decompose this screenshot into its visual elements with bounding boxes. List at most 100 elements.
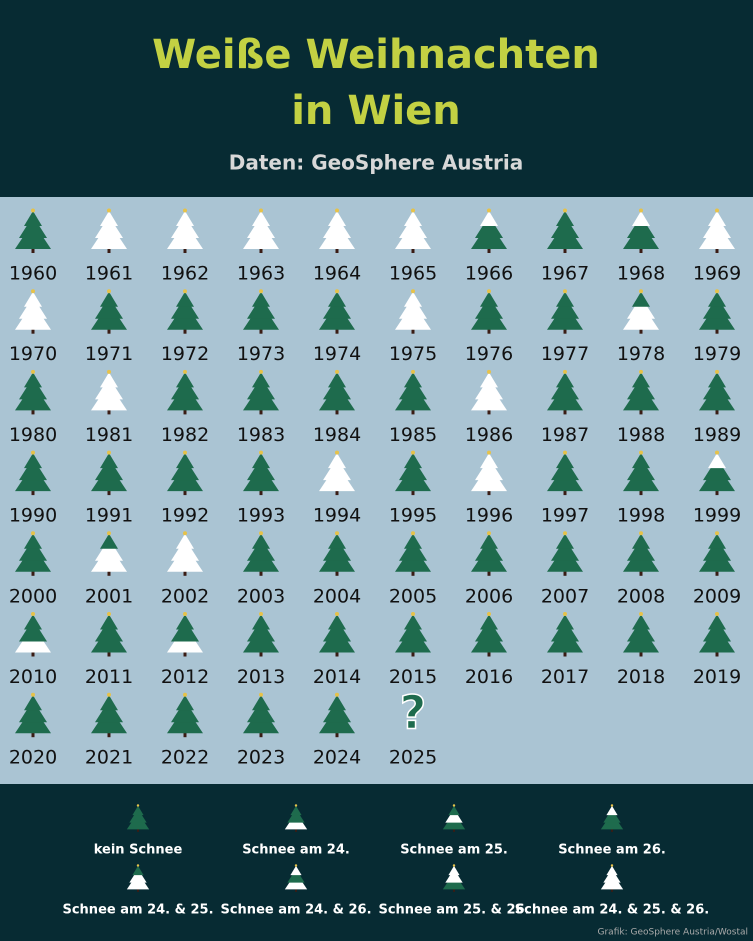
year-label: 2017 xyxy=(541,666,589,688)
tree xyxy=(319,450,355,496)
year-label: 1980 xyxy=(9,424,57,446)
tree-tier xyxy=(100,453,118,469)
year-label: 1995 xyxy=(389,505,437,527)
tree-tier xyxy=(95,458,123,481)
year-label: 2002 xyxy=(161,585,209,607)
trunk xyxy=(715,248,719,253)
trunk xyxy=(715,651,719,657)
tree-tier xyxy=(176,453,194,469)
tree-tier xyxy=(475,296,503,319)
question-mark: ? xyxy=(400,686,427,740)
tree-tier xyxy=(627,458,655,481)
tree xyxy=(167,208,203,253)
year-label: 2010 xyxy=(9,666,57,688)
year-label: 1964 xyxy=(313,263,361,285)
trunk xyxy=(639,490,643,496)
tree xyxy=(395,612,431,657)
tree-tier xyxy=(24,453,42,469)
star xyxy=(610,864,614,867)
tree xyxy=(319,612,355,657)
tree-tier xyxy=(19,458,47,481)
trunk xyxy=(563,570,567,576)
year-label: 2008 xyxy=(617,585,665,607)
trunk xyxy=(639,409,643,415)
tree xyxy=(91,369,127,415)
star xyxy=(639,369,643,374)
tree xyxy=(284,864,308,892)
tree xyxy=(167,450,203,496)
tree-tier xyxy=(404,614,422,630)
year-label: 1988 xyxy=(617,424,665,446)
tree-tier xyxy=(95,216,123,238)
star xyxy=(335,450,339,455)
year-label: 2018 xyxy=(617,666,665,688)
star xyxy=(31,289,35,294)
tree xyxy=(471,369,507,415)
tree-tier xyxy=(480,291,498,307)
tree-tier xyxy=(708,614,726,630)
tree-tier xyxy=(247,619,275,642)
year-label: 2023 xyxy=(237,747,285,769)
year-label: 1987 xyxy=(541,424,589,446)
tree-tier xyxy=(448,805,460,816)
star xyxy=(639,531,643,536)
tree xyxy=(699,450,735,496)
tree-tier xyxy=(323,377,351,400)
trunk xyxy=(107,651,111,657)
tree-tier xyxy=(703,538,731,561)
star xyxy=(715,450,719,455)
tree-tier xyxy=(323,296,351,319)
tree xyxy=(15,208,51,253)
star xyxy=(183,692,187,697)
tree xyxy=(319,692,355,738)
star xyxy=(259,531,263,536)
year-label: 1973 xyxy=(237,343,285,365)
tree xyxy=(547,208,583,253)
tree-tier xyxy=(247,296,275,319)
tree-tier xyxy=(404,453,422,469)
tree xyxy=(167,692,203,738)
trunk xyxy=(453,888,455,892)
tree xyxy=(243,531,279,576)
trunk xyxy=(453,828,455,832)
tree xyxy=(126,864,150,892)
tree xyxy=(623,612,659,657)
tree-tier xyxy=(171,216,199,238)
tree-tier xyxy=(323,619,351,642)
tree-tier xyxy=(328,533,346,549)
tree-tier xyxy=(399,619,427,642)
trunk xyxy=(31,328,35,334)
trunk xyxy=(563,651,567,657)
tree xyxy=(600,864,624,892)
year-label: 1991 xyxy=(85,505,133,527)
trunk xyxy=(183,248,187,253)
tree-tier xyxy=(703,458,731,481)
trunk xyxy=(335,651,339,657)
year-label: 1985 xyxy=(389,424,437,446)
tree-tier xyxy=(252,614,270,630)
trunk xyxy=(295,828,297,832)
star xyxy=(31,692,35,697)
year-label: 1972 xyxy=(161,343,209,365)
star xyxy=(107,369,111,374)
tree-tier xyxy=(556,614,574,630)
title: Weiße Weihnachten xyxy=(152,32,600,78)
year-label: 1994 xyxy=(313,505,361,527)
tree-tier xyxy=(328,695,346,711)
tree-tier xyxy=(627,296,655,319)
year-label: 1963 xyxy=(237,263,285,285)
tree xyxy=(600,804,624,832)
tree xyxy=(91,531,127,576)
star xyxy=(294,864,298,867)
year-label: 2012 xyxy=(161,666,209,688)
tree-tier xyxy=(129,808,147,823)
star xyxy=(411,289,415,294)
trunk xyxy=(31,570,35,576)
star xyxy=(411,208,415,213)
tree xyxy=(284,804,308,832)
tree-tier xyxy=(100,614,118,630)
tree-tier xyxy=(176,695,194,711)
year-label: 1962 xyxy=(161,263,209,285)
tree-tier xyxy=(632,533,650,549)
year-label: 1976 xyxy=(465,343,513,365)
